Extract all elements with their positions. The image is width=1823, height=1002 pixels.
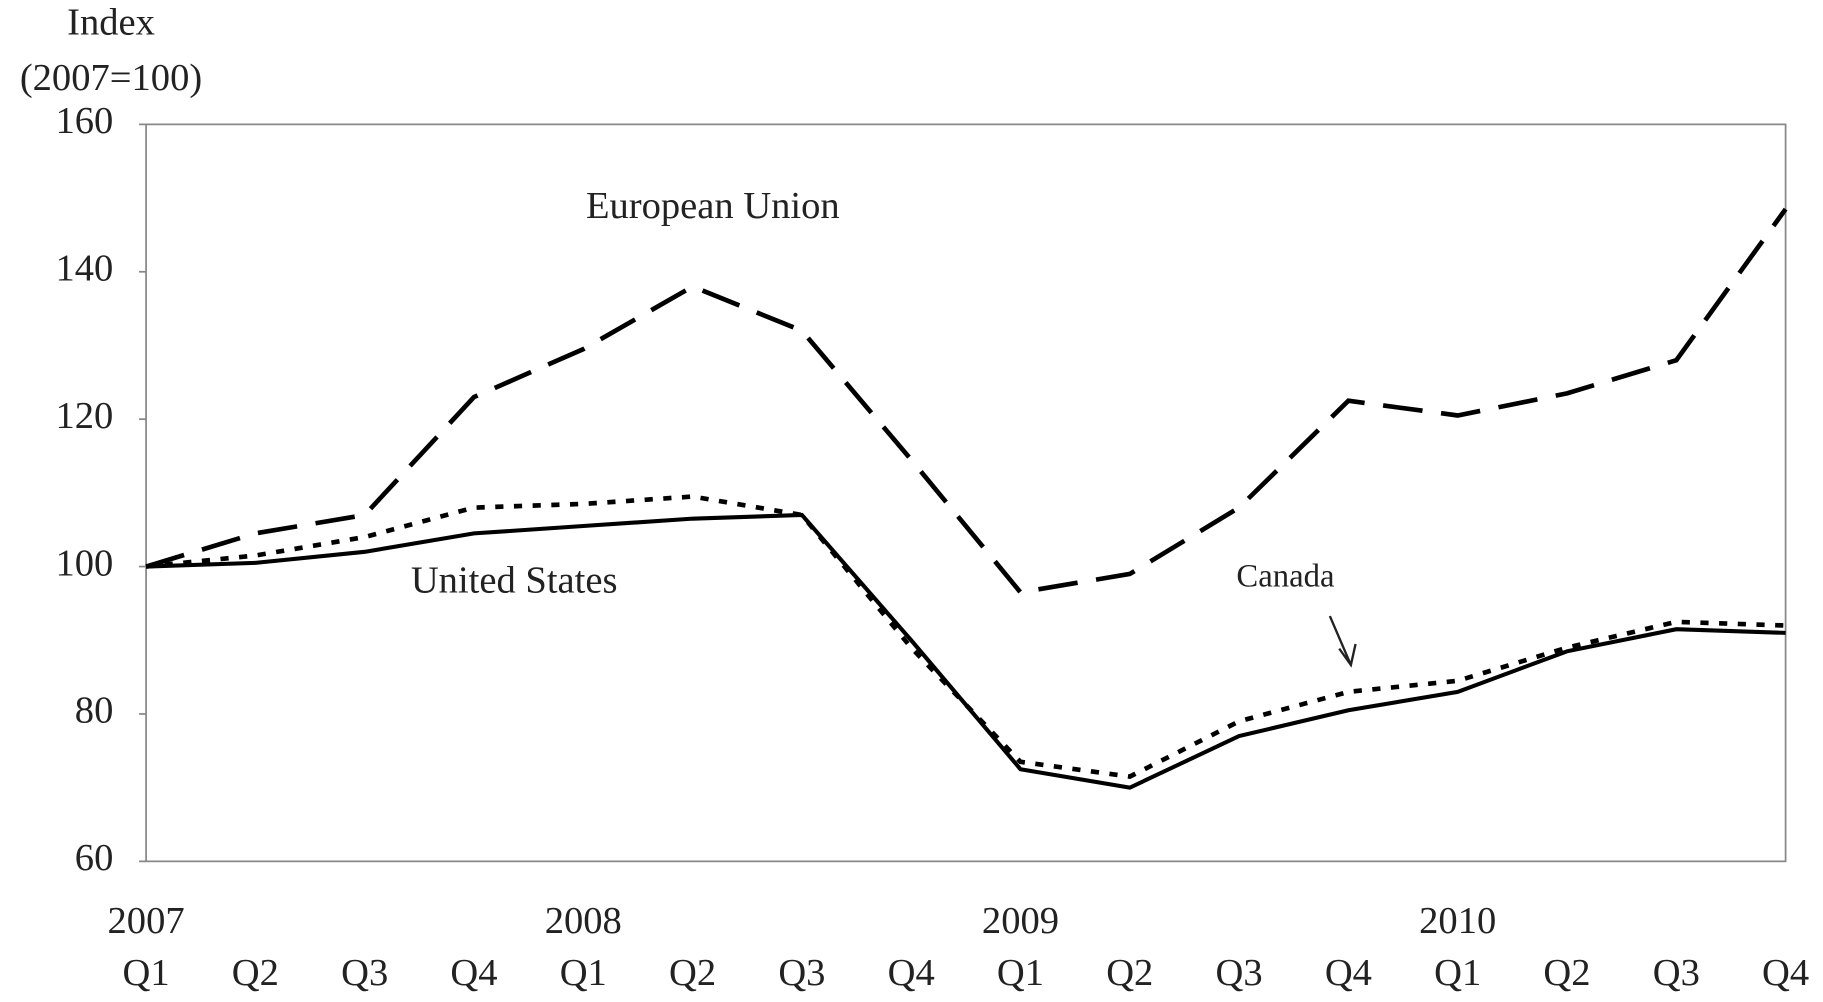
x-tick-label: Q4 bbox=[888, 952, 935, 994]
y-tick-label: 140 bbox=[56, 248, 114, 290]
x-tick-label: Q4 bbox=[1325, 952, 1372, 994]
plot-frame bbox=[145, 123, 1787, 863]
series-line bbox=[145, 494, 1786, 779]
x-tick-label: Q2 bbox=[1106, 952, 1153, 994]
x-tick-label: Q2 bbox=[1543, 952, 1590, 994]
x-tick-label: Q2 bbox=[669, 952, 716, 994]
x-tick-label: Q3 bbox=[341, 952, 388, 994]
x-tick-label: Q1 bbox=[1434, 952, 1481, 994]
series-label: European Union bbox=[586, 185, 840, 227]
y-axis-label: (2007=100) bbox=[20, 57, 202, 99]
y-tick-label: 80 bbox=[75, 690, 114, 732]
y-tick-label: 100 bbox=[56, 542, 114, 584]
year-label: 2007 bbox=[108, 900, 185, 942]
x-tick-label: Q2 bbox=[232, 952, 279, 994]
year-label: 2010 bbox=[1419, 900, 1496, 942]
year-label: 2009 bbox=[982, 900, 1059, 942]
series-label: United States bbox=[411, 559, 618, 601]
x-tick-label: Q1 bbox=[997, 952, 1044, 994]
year-label: 2008 bbox=[545, 900, 622, 942]
x-tick-label: Q3 bbox=[1216, 952, 1263, 994]
annotation-arrow bbox=[1328, 615, 1357, 668]
x-tick-label: Q3 bbox=[778, 952, 825, 994]
x-tick-label: Q4 bbox=[1762, 952, 1809, 994]
y-tick-label: 120 bbox=[56, 395, 114, 437]
y-tick-label: 60 bbox=[75, 837, 114, 879]
series-label: Canada bbox=[1236, 558, 1335, 594]
y-axis-label: Index bbox=[67, 1, 155, 43]
x-tick-label: Q3 bbox=[1653, 952, 1700, 994]
x-tick-label: Q1 bbox=[123, 952, 170, 994]
x-tick-label: Q4 bbox=[450, 952, 497, 994]
y-tick-label: 160 bbox=[56, 100, 114, 142]
series-line bbox=[145, 207, 1788, 595]
x-tick-label: Q1 bbox=[560, 952, 607, 994]
series-line bbox=[146, 512, 1786, 790]
